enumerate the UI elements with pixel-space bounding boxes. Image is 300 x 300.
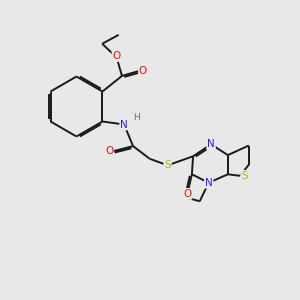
Text: S: S: [241, 171, 248, 181]
Text: O: O: [112, 51, 121, 61]
Text: N: N: [207, 139, 215, 149]
Text: O: O: [105, 146, 113, 157]
Text: N: N: [205, 178, 213, 188]
Text: N: N: [120, 119, 128, 130]
Text: H: H: [133, 113, 140, 122]
Text: S: S: [164, 160, 171, 170]
Text: O: O: [139, 65, 147, 76]
Text: O: O: [183, 189, 191, 199]
